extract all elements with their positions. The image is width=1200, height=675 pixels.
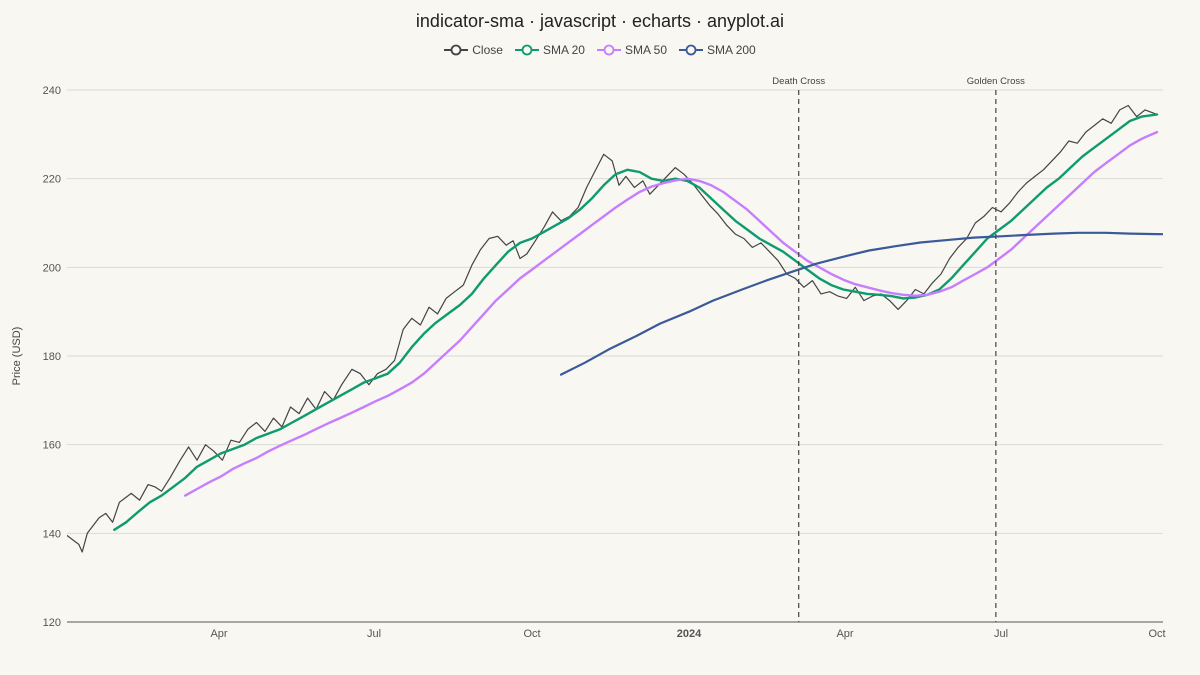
y-tick-label: 140	[43, 528, 61, 540]
y-tick-label: 160	[43, 440, 61, 452]
legend-swatch-icon	[444, 44, 469, 56]
y-tick-label: 200	[43, 262, 61, 274]
x-tick-label: Oct	[1148, 628, 1165, 640]
legend-label: SMA 200	[707, 43, 756, 57]
legend-label: SMA 20	[542, 43, 585, 57]
x-tick-label: 2024	[677, 628, 702, 640]
x-tick-label: Oct	[523, 628, 540, 640]
chart-title: indicator-sma · javascript · echarts · a…	[415, 11, 785, 31]
y-tick-label: 120	[43, 617, 61, 629]
series-line-sma-200[interactable]	[559, 223, 1200, 376]
x-tick-label: Jul	[994, 628, 1008, 640]
y-axis-title: Price (USD)	[11, 327, 23, 386]
y-tick-label: 240	[43, 85, 61, 97]
y-tick-label: 180	[43, 351, 61, 363]
legend-item-sma-20[interactable]: SMA 20	[514, 43, 585, 57]
annotation-label: Death Cross	[772, 76, 825, 87]
legend-item-sma-50[interactable]: SMA 50	[596, 43, 668, 57]
y-tick-label: 220	[43, 174, 61, 186]
legend-label: SMA 50	[624, 43, 668, 57]
series-line-sma-50[interactable]	[184, 130, 1159, 497]
legend-item-sma-200[interactable]: SMA 200	[679, 43, 756, 57]
series-line-close[interactable]	[67, 104, 1158, 553]
annotation-label: Golden Cross	[967, 76, 1025, 87]
x-tick-label: Apr	[836, 628, 853, 640]
legend-swatch-icon	[679, 44, 704, 56]
x-tick-label: Apr	[210, 628, 227, 640]
series-group	[67, 104, 1200, 553]
legend-swatch-icon	[596, 44, 621, 56]
legend-item-close[interactable]: Close	[444, 43, 503, 57]
series-line-sma-20[interactable]	[113, 113, 1159, 531]
x-tick-label: Jul	[367, 628, 381, 640]
legend-swatch-icon	[514, 44, 539, 56]
legend-label: Close	[472, 43, 503, 57]
legend: Close SMA 20 SMA 50 SMA 200	[0, 43, 1200, 57]
